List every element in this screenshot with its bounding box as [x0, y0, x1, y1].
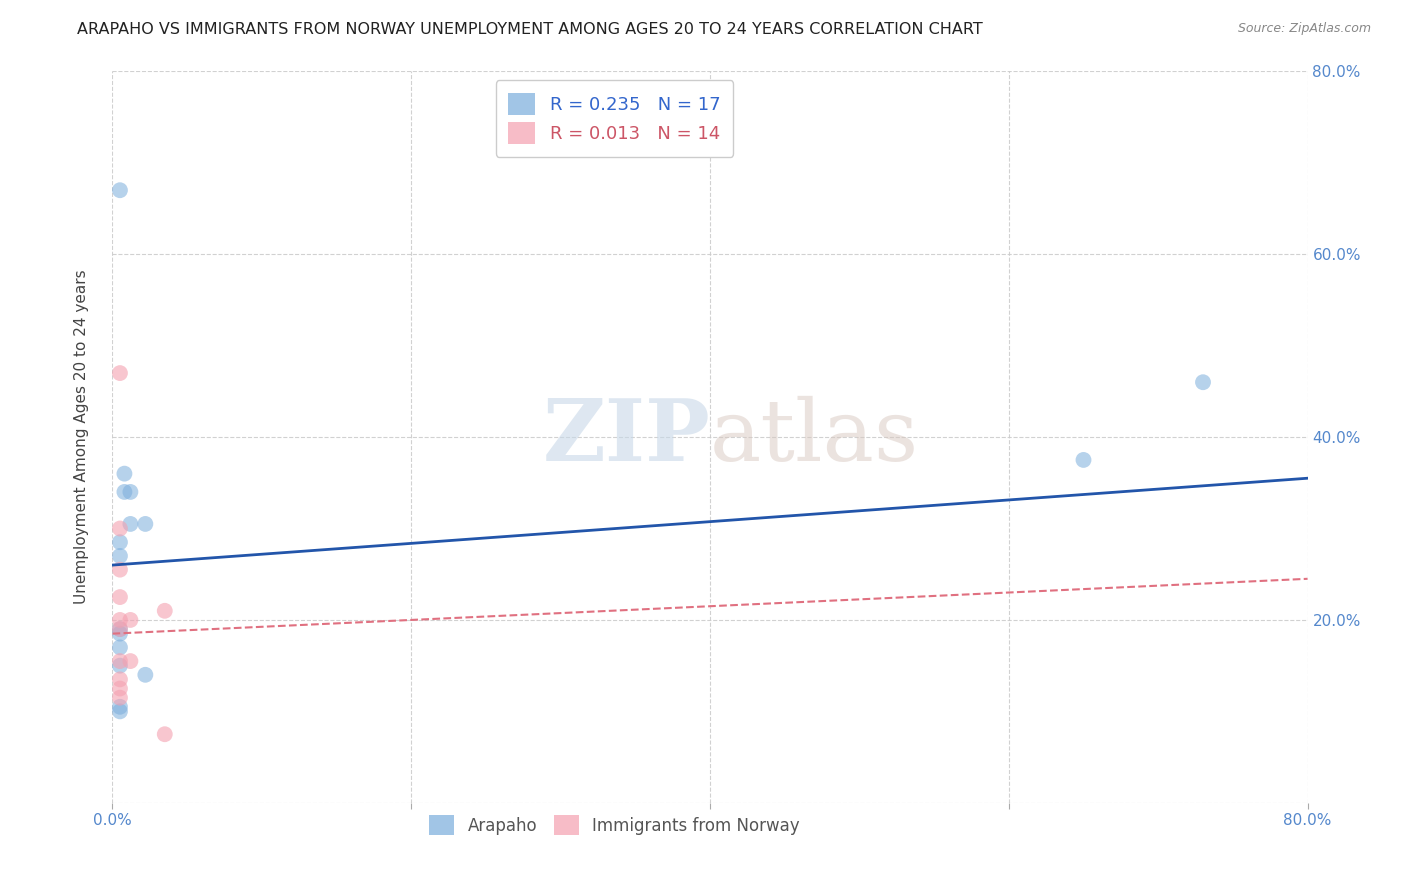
Point [108, 613, 131, 627]
Point [108, 699, 131, 714]
Point [120, 613, 142, 627]
Point [134, 516, 156, 531]
Y-axis label: Unemployment Among Ages 20 to 24 years: Unemployment Among Ages 20 to 24 years [75, 269, 89, 605]
Point [1073, 453, 1095, 467]
Point [134, 667, 156, 681]
Point [120, 485, 142, 500]
Point [120, 516, 142, 531]
Point [120, 654, 142, 668]
Point [108, 183, 131, 197]
Point [108, 563, 131, 577]
Point [108, 640, 131, 655]
Point [108, 622, 131, 636]
Point [108, 521, 131, 535]
Point [153, 604, 176, 618]
Point [108, 690, 131, 705]
Text: Source: ZipAtlas.com: Source: ZipAtlas.com [1237, 22, 1371, 36]
Point [108, 658, 131, 673]
Point [108, 626, 131, 640]
Point [1192, 375, 1215, 389]
Point [108, 681, 131, 696]
Point [108, 590, 131, 604]
Text: ZIP: ZIP [543, 395, 710, 479]
Point [108, 535, 131, 549]
Point [108, 622, 131, 636]
Point [108, 366, 131, 380]
Text: ARAPAHO VS IMMIGRANTS FROM NORWAY UNEMPLOYMENT AMONG AGES 20 TO 24 YEARS CORRELA: ARAPAHO VS IMMIGRANTS FROM NORWAY UNEMPL… [77, 22, 983, 37]
Point [108, 549, 131, 563]
Point [153, 727, 176, 741]
Point [114, 485, 135, 500]
Text: atlas: atlas [710, 395, 920, 479]
Legend: Arapaho, Immigrants from Norway: Arapaho, Immigrants from Norway [422, 808, 807, 842]
Point [108, 673, 131, 687]
Point [108, 705, 131, 719]
Point [114, 467, 135, 481]
Point [108, 654, 131, 668]
